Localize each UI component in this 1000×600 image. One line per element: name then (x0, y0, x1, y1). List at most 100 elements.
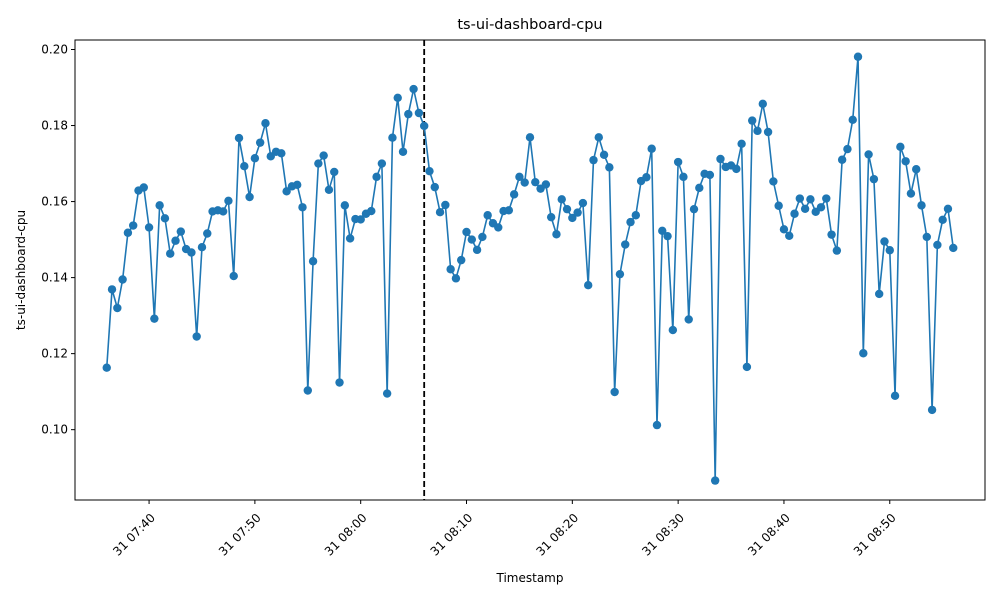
series-cpu (102, 52, 958, 485)
data-point (652, 420, 662, 430)
data-point (451, 274, 461, 283)
data-point (631, 211, 641, 220)
data-point (425, 166, 434, 176)
data-point (795, 194, 805, 203)
data-point (155, 201, 164, 210)
data-point (494, 223, 503, 232)
data-point (118, 275, 127, 284)
data-point (742, 362, 752, 372)
data-point (430, 182, 439, 192)
x-tick-label: 31 08:40 (745, 511, 793, 559)
data-point (689, 204, 699, 214)
x-tick-label: 31 07:40 (110, 511, 158, 559)
data-point (843, 144, 852, 154)
data-point (224, 196, 233, 206)
data-point (853, 52, 863, 61)
data-point (642, 173, 651, 182)
x-axis-title: Timestamp (496, 571, 564, 585)
data-point (917, 201, 926, 210)
data-point (848, 115, 857, 125)
data-point (827, 230, 836, 239)
data-point (912, 165, 921, 174)
data-point (478, 232, 487, 242)
data-point (573, 208, 582, 217)
x-axis-ticks: 31 07:40 31 07:50 31 08:00 31 08:10 31 08:20… (110, 500, 899, 559)
data-point (372, 172, 381, 182)
data-point (419, 121, 429, 131)
data-point (171, 236, 180, 245)
data-point (922, 232, 931, 242)
data-point (885, 246, 894, 255)
data-point (605, 163, 614, 172)
data-point (435, 208, 445, 217)
data-point (113, 303, 122, 313)
data-point (943, 204, 953, 213)
data-point (557, 195, 566, 204)
x-tick-label: 31 08:30 (639, 511, 687, 559)
data-point (277, 149, 286, 158)
data-point (144, 223, 154, 232)
y-tick-label: 0.18 (41, 119, 68, 133)
y-tick-label: 0.10 (41, 423, 68, 437)
data-point (949, 243, 958, 253)
data-point (668, 325, 678, 335)
y-tick-label: 0.14 (41, 271, 68, 285)
data-point (197, 242, 207, 252)
data-point (150, 314, 159, 323)
plot-frame (74, 39, 986, 501)
data-point (615, 269, 625, 279)
data-point (800, 204, 810, 213)
x-tick-label: 31 08:20 (533, 511, 581, 559)
data-point (234, 133, 244, 143)
data-point (218, 207, 228, 216)
data-point (684, 315, 693, 324)
data-point (525, 133, 535, 142)
data-point (398, 147, 408, 156)
data-point (414, 108, 424, 118)
x-tick-label: 31 08:50 (851, 511, 899, 559)
data-point (869, 174, 879, 184)
data-point (552, 230, 561, 239)
y-tick-label: 0.16 (41, 195, 68, 209)
data-point (568, 213, 577, 223)
data-point (806, 195, 815, 204)
data-point (732, 164, 741, 174)
data-point (509, 190, 519, 199)
y-axis-ticks: 0.10 0.12 0.14 0.16 0.18 0.20 (41, 43, 75, 437)
data-point (790, 209, 799, 218)
data-point (367, 206, 376, 216)
data-point (388, 133, 397, 142)
data-point (541, 180, 551, 189)
data-point (324, 185, 334, 194)
data-point (874, 289, 884, 299)
data-point (753, 126, 762, 136)
data-point (393, 93, 402, 102)
data-point (462, 227, 471, 237)
data-point (816, 203, 826, 212)
data-point (901, 157, 910, 166)
data-point (837, 155, 847, 164)
data-point (504, 206, 514, 215)
data-point (483, 211, 492, 220)
data-point (446, 265, 455, 274)
data-point (737, 139, 746, 148)
data-point (695, 183, 704, 193)
data-point (938, 215, 947, 225)
data-point (599, 150, 609, 160)
data-point (345, 234, 355, 243)
data-point (594, 133, 603, 142)
data-point (245, 192, 254, 202)
data-point (621, 240, 630, 249)
x-tick-label: 31 08:00 (322, 511, 370, 559)
data-point (890, 391, 900, 401)
y-tick-label: 0.12 (41, 347, 68, 361)
data-point (933, 240, 942, 250)
data-point (774, 201, 783, 210)
data-point (176, 227, 186, 236)
data-point (578, 198, 588, 208)
series-line (105, 56, 955, 481)
data-point (705, 170, 715, 180)
data-point (467, 235, 476, 244)
data-point (880, 237, 889, 246)
y-tick-label: 0.20 (41, 43, 68, 57)
